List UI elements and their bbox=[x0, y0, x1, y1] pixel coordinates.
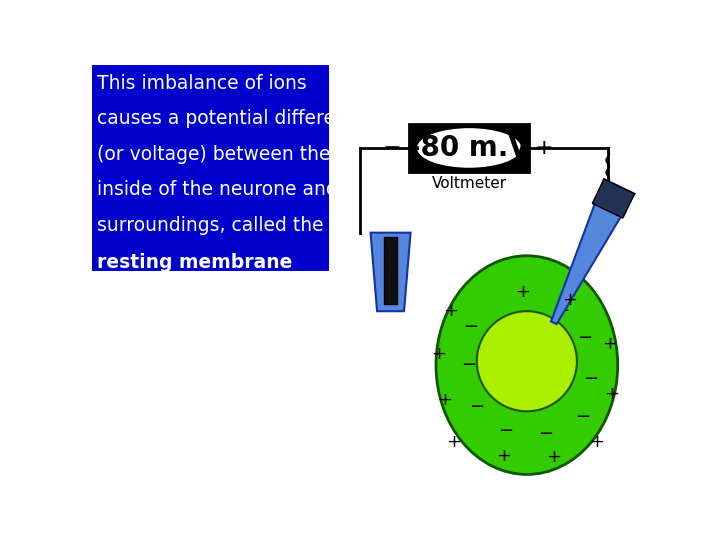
Text: +: + bbox=[496, 447, 511, 465]
Text: +: + bbox=[446, 433, 462, 451]
Polygon shape bbox=[384, 237, 397, 303]
Text: causes a potential difference: causes a potential difference bbox=[97, 110, 369, 129]
Text: +: + bbox=[546, 449, 562, 467]
Text: surroundings, called the: surroundings, called the bbox=[97, 215, 324, 235]
Text: +: + bbox=[535, 138, 554, 158]
Text: −: − bbox=[469, 399, 485, 416]
Text: −: − bbox=[463, 318, 478, 335]
Ellipse shape bbox=[436, 256, 618, 475]
Text: −: − bbox=[383, 138, 402, 158]
Polygon shape bbox=[593, 179, 634, 218]
Text: −: − bbox=[575, 408, 590, 427]
Text: −: − bbox=[539, 426, 554, 443]
Text: −: − bbox=[577, 329, 592, 347]
Ellipse shape bbox=[477, 311, 577, 411]
Text: +: + bbox=[602, 335, 617, 353]
Text: (or voltage) between the: (or voltage) between the bbox=[97, 145, 330, 164]
Text: Voltmeter: Voltmeter bbox=[431, 177, 507, 192]
Text: +: + bbox=[562, 291, 577, 309]
Text: resting membrane
potential.: resting membrane potential. bbox=[97, 253, 292, 296]
Text: −: − bbox=[498, 422, 513, 440]
Text: −: − bbox=[462, 356, 477, 374]
Text: -80 m.V: -80 m.V bbox=[409, 134, 529, 162]
Text: +: + bbox=[589, 433, 603, 451]
Text: +: + bbox=[437, 391, 452, 409]
Polygon shape bbox=[551, 179, 634, 324]
Text: +: + bbox=[443, 302, 458, 320]
Text: This imbalance of ions: This imbalance of ions bbox=[97, 74, 307, 93]
Text: +: + bbox=[516, 283, 531, 301]
Polygon shape bbox=[371, 233, 410, 311]
Ellipse shape bbox=[418, 129, 521, 167]
Text: −: − bbox=[583, 370, 598, 388]
Text: inside of the neurone and its: inside of the neurone and its bbox=[97, 180, 366, 199]
Text: −: − bbox=[554, 302, 569, 320]
Bar bbox=[410, 124, 528, 172]
Text: +: + bbox=[431, 345, 446, 362]
Text: +: + bbox=[604, 386, 619, 403]
Bar bbox=[92, 65, 329, 271]
